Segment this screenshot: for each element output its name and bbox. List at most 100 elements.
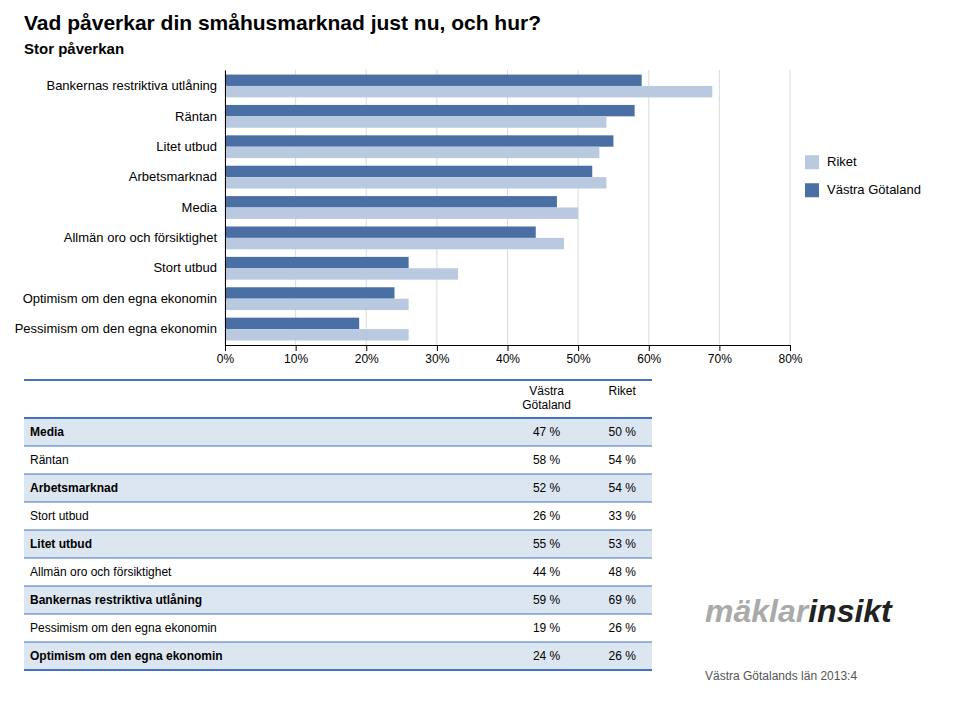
table: VästraGötalandRiketMedia47 %50 %Räntan58… (24, 380, 652, 670)
table-cell: 44 % (533, 565, 561, 579)
x-tick-mark (366, 345, 367, 351)
table-cell: 47 % (533, 425, 561, 439)
logo: mäklarinsikt (705, 593, 893, 629)
table-cell: 26 % (609, 649, 637, 663)
table-row-border (24, 669, 652, 671)
bar (225, 105, 635, 116)
x-tick-label: 0% (217, 352, 235, 366)
bar (225, 135, 613, 146)
y-axis: Bankernas restriktiva utlåning Räntan Lite… (15, 71, 226, 346)
grid-line (719, 70, 720, 345)
x-tick-mark (578, 345, 579, 351)
legend-item: Riket (805, 154, 857, 169)
logo-part: mäklar (705, 593, 810, 629)
y-tick-label: Pessimism om den egna ekonomin (15, 321, 217, 336)
table-header-border (24, 417, 652, 419)
table-row-background (24, 418, 652, 446)
table-top-border (24, 379, 652, 381)
table-row-label: Litet utbud (30, 537, 92, 551)
x-tick-mark (649, 345, 650, 351)
y-tick: Optimism om den egna ekonomin (23, 291, 225, 306)
legend-label: Riket (827, 154, 857, 169)
y-tick-label: Litet utbud (156, 139, 217, 154)
table-row-border (24, 473, 652, 474)
y-tick: Media (182, 200, 225, 215)
bar-series (225, 75, 642, 329)
grid-line (790, 70, 791, 345)
y-tick: Pessimism om den egna ekonomin (15, 321, 225, 336)
table-cell: 24 % (533, 649, 561, 663)
y-tick: Litet utbud (156, 139, 225, 154)
grid-line (648, 70, 649, 345)
footer: Västra Götalands län 2013:4 (705, 669, 857, 683)
table-cell: 50 % (609, 425, 637, 439)
y-axis-line (225, 71, 226, 346)
table-header: Riket (609, 384, 637, 398)
table-cell: 48 % (609, 565, 637, 579)
y-tick: Bankernas restriktiva utlåning (46, 78, 225, 93)
table-row-border (24, 501, 652, 502)
logo-part: insikt (808, 593, 893, 629)
legend: Riket Västra Götaland (805, 154, 921, 197)
y-tick-label: Optimism om den egna ekonomin (23, 291, 217, 306)
table-row-background (24, 614, 652, 642)
table-cell: 54 % (609, 481, 637, 495)
legend-label: Västra Götaland (827, 182, 921, 197)
table-cell: 53 % (609, 537, 637, 551)
x-tick: 30% (425, 345, 449, 366)
bar (225, 257, 409, 268)
table-row-border (24, 641, 652, 642)
table-row-background (24, 446, 652, 474)
x-tick: 80% (778, 345, 802, 366)
x-tick-mark (437, 345, 438, 351)
x-tick-mark (508, 345, 509, 351)
y-tick-label: Räntan (175, 108, 217, 123)
table-row-background (24, 502, 652, 530)
table-row-border (24, 585, 652, 586)
bar-series (225, 86, 712, 340)
x-tick: 50% (567, 345, 591, 366)
x-axis-line (226, 346, 791, 352)
y-tick-label: Stort utbud (153, 260, 217, 275)
table-cell: 54 % (609, 453, 637, 467)
table-cell: 59 % (533, 593, 561, 607)
chart-canvas: Vad påverkar din småhusmarknad just nu, … (0, 0, 960, 709)
bar (225, 329, 409, 340)
table-row-label: Allmän oro och försiktighet (30, 565, 172, 579)
x-tick: 20% (355, 345, 379, 366)
x-tick: 0% (217, 345, 235, 366)
table-row-border (24, 445, 652, 446)
x-tick-label: 10% (284, 352, 308, 366)
y-tick: Stort utbud (153, 260, 225, 275)
x-tick-mark (790, 345, 791, 351)
table-header-line: Riket (609, 384, 637, 398)
y-tick-label: Arbetsmarknad (129, 169, 217, 184)
bar (225, 318, 359, 329)
bar (225, 147, 599, 158)
bar (225, 238, 564, 249)
table-row-label: Räntan (30, 453, 69, 467)
y-tick-label: Bankernas restriktiva utlåning (46, 78, 217, 93)
title: Vad påverkar din småhusmarknad just nu, … (24, 11, 541, 34)
table-cell: 69 % (609, 593, 637, 607)
x-tick: 60% (637, 345, 661, 366)
grid-line (225, 70, 226, 345)
x-tick-label: 60% (637, 352, 661, 366)
x-tick: 70% (708, 345, 732, 366)
y-tick-label: Media (182, 200, 218, 215)
x-tick-label: 70% (708, 352, 732, 366)
x-axis: 0%10%20%30%40%50%60%70%80% (217, 345, 803, 366)
x-tick-mark (296, 345, 297, 351)
x-tick-label: 20% (355, 352, 379, 366)
grid (225, 70, 790, 345)
table-row-label: Bankernas restriktiva utlåning (30, 593, 202, 607)
table-header-line: Västra (529, 384, 564, 398)
table-cell: 33 % (609, 509, 637, 523)
bar (225, 116, 606, 127)
table-row-label: Arbetsmarknad (30, 481, 118, 495)
y-tick: Allmän oro och försiktighet (64, 230, 225, 245)
table-cell: 26 % (533, 509, 561, 523)
y-tick: Räntan (175, 108, 225, 123)
bar (225, 196, 557, 207)
legend-item: Västra Götaland (805, 182, 921, 197)
